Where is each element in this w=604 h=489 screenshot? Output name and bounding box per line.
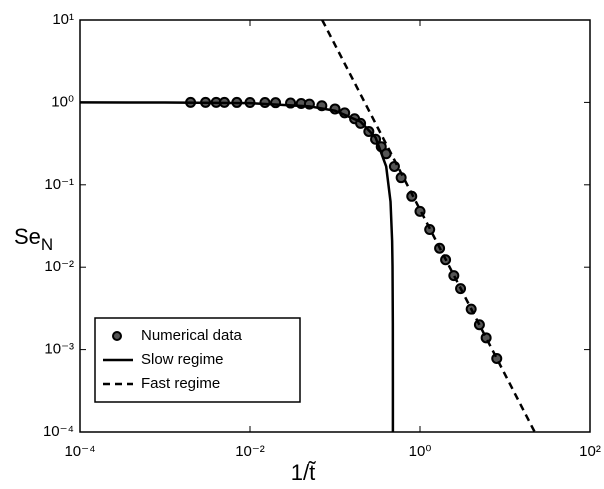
y-tick-label: 10⁻¹ bbox=[44, 176, 74, 193]
legend-label: Numerical data bbox=[141, 327, 243, 344]
y-axis-label-sub: N bbox=[41, 235, 53, 254]
x-tick-label: 10² bbox=[579, 443, 601, 460]
plot-area bbox=[80, 20, 536, 432]
y-tick-label: 10⁻² bbox=[44, 258, 74, 275]
y-axis-label: SeN bbox=[14, 224, 53, 255]
data-point bbox=[491, 352, 503, 364]
legend-label: Slow regime bbox=[141, 351, 224, 368]
x-tick-label: 10⁰ bbox=[409, 443, 432, 460]
y-tick-label: 10⁰ bbox=[51, 93, 74, 110]
y-axis-label-main: Se bbox=[14, 224, 41, 249]
y-tick-label: 10⁻⁴ bbox=[43, 423, 74, 440]
y-tick-label: 10⁻³ bbox=[44, 341, 74, 358]
plot-frame bbox=[79, 19, 591, 433]
series-line bbox=[321, 20, 536, 432]
data-point bbox=[388, 160, 400, 172]
data-point bbox=[424, 223, 436, 235]
x-tick-label: 10⁻² bbox=[235, 443, 265, 460]
x-tick-label: 10⁻⁴ bbox=[64, 443, 95, 460]
series-line bbox=[80, 101, 395, 432]
data-point bbox=[480, 332, 492, 344]
legend-label: Fast regime bbox=[141, 375, 220, 392]
x-axis-label: 1/t̃ bbox=[291, 460, 317, 485]
y-tick-label: 10¹ bbox=[52, 11, 74, 28]
legend-marker bbox=[112, 331, 122, 341]
